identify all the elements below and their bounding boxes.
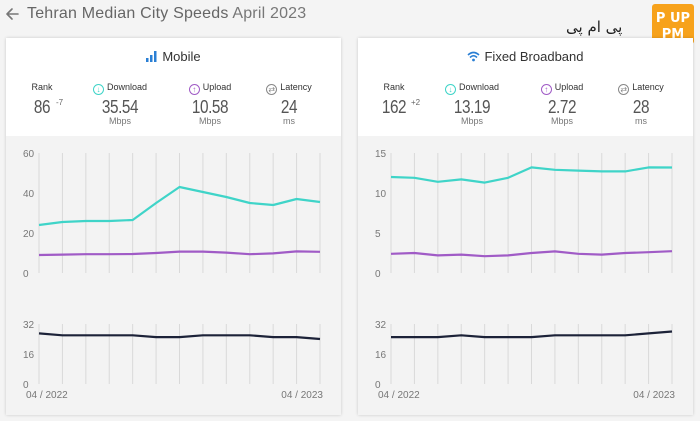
- wifi-icon: [467, 51, 481, 62]
- latency-axis-tick-label: 16: [23, 350, 35, 361]
- rank-change: -7: [56, 98, 64, 107]
- page-title-city: Tehran Median City Speeds: [27, 5, 229, 22]
- download-series-line: [390, 166, 673, 184]
- mobile-latency-metric: ⇄ Latency 24 ms: [254, 81, 324, 126]
- broadband-download-metric: ↓ Download 13.19 Mbps: [437, 81, 507, 126]
- download-arrow-icon: ↓: [92, 84, 104, 95]
- x-axis-end-label: 04 / 2023: [281, 390, 323, 401]
- broadband-chart-area: 0 5 10 15 0 16 32 04 / 2022 04 / 2023: [358, 136, 693, 415]
- latency-axis-tick-label: 0: [23, 380, 29, 391]
- latency-axis-tick-label: 32: [23, 320, 35, 331]
- download-arrow-icon: ↓: [444, 84, 456, 95]
- page-header: Tehran Median City Speeds April 2023 پی …: [0, 0, 700, 44]
- latency-label: ⇄ Latency: [254, 81, 324, 95]
- download-series-line: [38, 185, 321, 227]
- mobile-download-metric: ↓ Download 35.54 Mbps: [85, 81, 155, 126]
- logo-text: پی ام پی: [566, 18, 622, 37]
- rank-value: 86: [33, 97, 51, 117]
- latency-axis-tick-label: 16: [375, 350, 387, 361]
- speed-axis-tick-label: 60: [23, 149, 35, 160]
- broadband-card-title-text: Fixed Broadband: [484, 49, 584, 64]
- speed-axis-tick-label: 15: [375, 149, 387, 160]
- broadband-latency-metric: ⇄ Latency 28 ms: [606, 81, 676, 126]
- rank-label: Rank: [31, 82, 53, 92]
- download-label: ↓ Download: [437, 81, 507, 95]
- speed-axis-tick-label: 10: [375, 189, 387, 200]
- upload-series-line: [390, 250, 673, 258]
- rank-value: 162: [381, 97, 407, 117]
- watermark-logo: پی ام پی P UP PM: [565, 2, 700, 46]
- broadband-card-header: Fixed Broadband Rank 162 +2 ↓ Download 13…: [358, 38, 693, 136]
- rank-change: +2: [411, 98, 421, 107]
- latency-unit: ms: [635, 116, 647, 126]
- upload-label: ↑ Upload: [175, 81, 245, 95]
- logo-badge-top: P UP: [656, 11, 690, 26]
- rank-label: Rank: [383, 82, 405, 92]
- latency-value: 28: [632, 97, 650, 117]
- upload-arrow-icon: ↑: [540, 84, 552, 95]
- upload-arrow-icon: ↑: [188, 84, 200, 95]
- download-label: ↓ Download: [85, 81, 155, 95]
- upload-value: 10.58: [191, 97, 229, 117]
- upload-unit: Mbps: [198, 116, 221, 126]
- upload-series-line: [38, 250, 321, 257]
- download-unit: Mbps: [108, 116, 131, 126]
- latency-series-line: [38, 332, 321, 341]
- download-unit: Mbps: [460, 116, 483, 126]
- speed-axis-tick-label: 40: [23, 189, 35, 200]
- upload-label: ↑ Upload: [527, 81, 597, 95]
- latency-unit: ms: [283, 116, 295, 126]
- mobile-rank-metric: Rank 86 -7: [7, 81, 77, 116]
- mobile-card: Mobile Rank 86 -7 ↓ Download 35.54 Mbps ↑…: [6, 38, 341, 415]
- speed-axis-tick-label: 5: [375, 229, 381, 240]
- mobile-upload-metric: ↑ Upload 10.58 Mbps: [175, 81, 245, 126]
- page-title: Tehran Median City Speeds April 2023: [27, 5, 306, 23]
- latency-axis-tick-label: 32: [375, 320, 387, 331]
- speed-axis-tick-label: 20: [23, 229, 35, 240]
- upload-unit: Mbps: [550, 116, 573, 126]
- latency-icon: ⇄: [618, 84, 630, 95]
- mobile-chart-area: 0 20 40 60 0 16 32 04 / 2022 04 / 2023: [6, 136, 341, 415]
- latency-axis-tick-label: 0: [375, 380, 381, 391]
- back-arrow-icon[interactable]: [4, 5, 22, 23]
- page-title-date: April 2023: [232, 5, 307, 22]
- latency-icon: ⇄: [266, 84, 278, 95]
- x-axis-end-label: 04 / 2023: [633, 390, 675, 401]
- speed-axis-tick-label: 0: [23, 269, 29, 280]
- broadband-card: Fixed Broadband Rank 162 +2 ↓ Download 13…: [358, 38, 693, 415]
- pmup-logo-icon: پی ام پی P UP PM: [566, 4, 694, 44]
- x-axis-start-label: 04 / 2022: [378, 390, 420, 401]
- latency-value: 24: [280, 97, 298, 117]
- broadband-speed-chart: 0 5 10 15 0 16 32 04 / 2022 04 / 2023: [375, 149, 675, 401]
- download-value: 13.19: [453, 97, 491, 117]
- download-value: 35.54: [101, 97, 139, 117]
- mobile-card-title-text: Mobile: [162, 49, 201, 64]
- signal-bars-icon: [146, 51, 157, 62]
- mobile-speed-chart: 0 20 40 60 0 16 32 04 / 2022 04 / 2023: [23, 149, 323, 401]
- mobile-card-header: Mobile Rank 86 -7 ↓ Download 35.54 Mbps ↑…: [6, 38, 341, 136]
- speed-axis-tick-label: 0: [375, 269, 381, 280]
- latency-label: ⇄ Latency: [606, 81, 676, 95]
- broadband-upload-metric: ↑ Upload 2.72 Mbps: [527, 81, 597, 126]
- broadband-card-title: Fixed Broadband: [358, 49, 693, 64]
- upload-value: 2.72: [547, 97, 577, 117]
- latency-series-line: [391, 330, 673, 339]
- mobile-card-title: Mobile: [6, 49, 341, 64]
- broadband-rank-metric: Rank 162 +2: [359, 81, 429, 116]
- x-axis-start-label: 04 / 2022: [26, 390, 68, 401]
